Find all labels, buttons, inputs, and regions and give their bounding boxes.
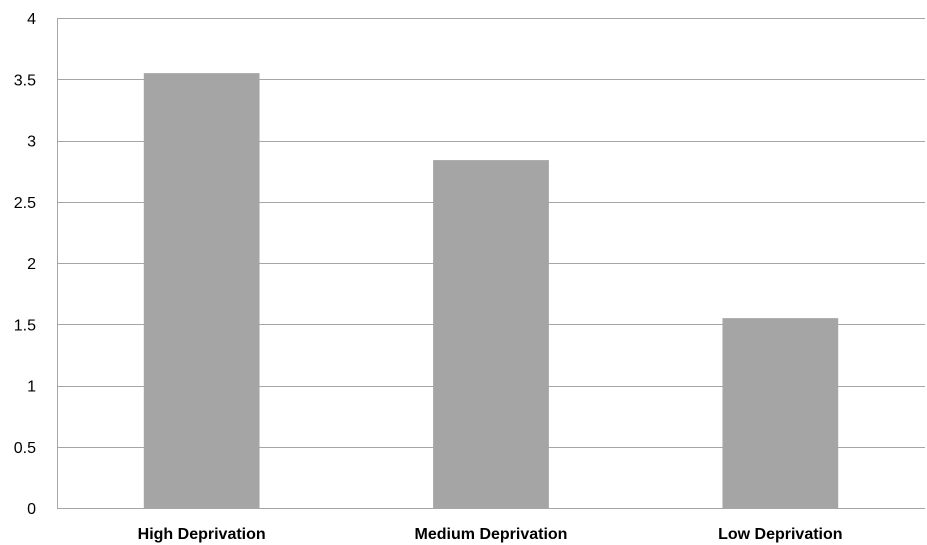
y-tick-label: 1.5 [14, 317, 36, 334]
x-tick-label: Medium Deprivation [415, 526, 568, 543]
bar-medium-deprivation [433, 160, 549, 508]
y-tick-label: 1 [27, 379, 36, 396]
y-tick-label: 3 [27, 134, 36, 151]
y-axis-tick-labels: 0 0.5 1 1.5 2 2.5 3 3.5 4 [14, 11, 36, 518]
x-axis-tick-labels: High Deprivation Medium Deprivation Low De… [138, 526, 843, 543]
y-tick-label: 4 [27, 11, 36, 28]
y-tick-label: 3.5 [14, 72, 36, 89]
bar-high-deprivation [143, 73, 260, 508]
x-tick-label: Low Deprivation [718, 526, 842, 543]
bars [143, 73, 839, 508]
y-tick-label: 0.5 [14, 440, 36, 457]
y-tick-label: 2.5 [14, 195, 36, 212]
y-tick-label: 0 [27, 501, 36, 518]
axes [57, 18, 925, 509]
x-tick-label: High Deprivation [138, 526, 266, 543]
y-tick-label: 2 [27, 256, 36, 273]
bar-low-deprivation [722, 318, 839, 508]
